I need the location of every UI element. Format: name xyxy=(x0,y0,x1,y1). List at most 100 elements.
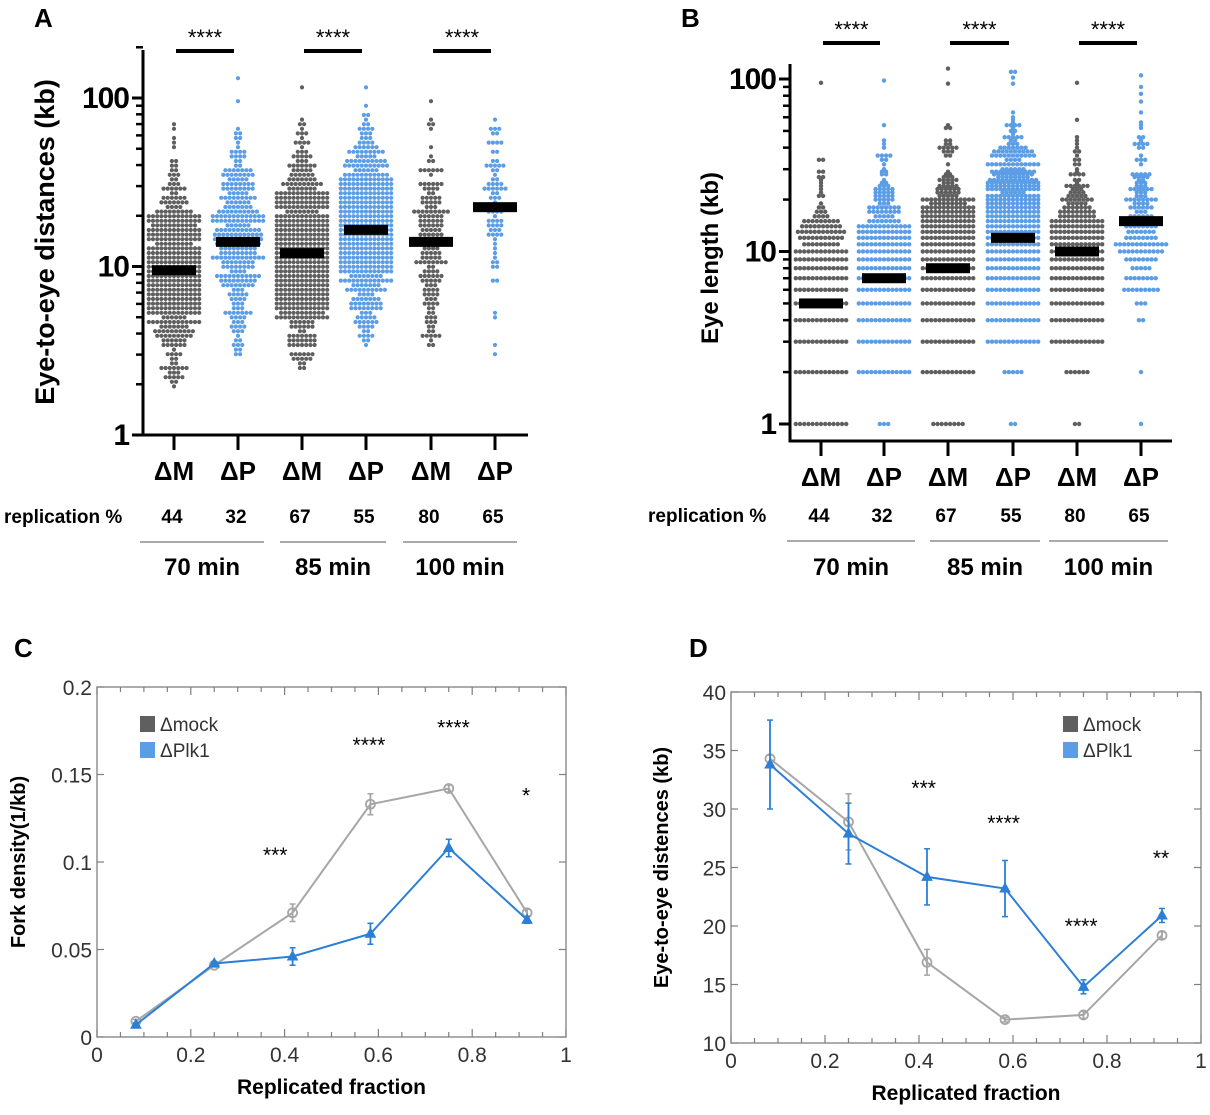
data-point xyxy=(966,287,972,292)
data-point xyxy=(242,149,247,154)
data-point xyxy=(1143,249,1148,254)
data-point xyxy=(370,168,375,173)
data-point xyxy=(1066,229,1071,235)
data-point xyxy=(227,310,232,315)
data-point xyxy=(176,296,181,302)
data-point xyxy=(810,287,815,292)
data-point xyxy=(954,317,959,323)
data-point xyxy=(937,205,942,210)
data-point xyxy=(146,287,151,292)
data-point xyxy=(1031,153,1037,158)
data-point xyxy=(174,356,179,361)
data-point xyxy=(235,333,241,338)
data-point xyxy=(349,158,354,164)
data-point xyxy=(188,319,193,325)
data-point xyxy=(814,317,819,323)
data-point xyxy=(235,177,241,182)
data-point xyxy=(937,177,942,183)
data-point xyxy=(937,369,942,375)
data-point xyxy=(1062,205,1067,210)
data-point xyxy=(823,369,828,375)
data-point xyxy=(989,249,995,254)
data-point xyxy=(1015,249,1020,254)
data-point xyxy=(985,287,990,292)
data-point xyxy=(287,342,292,348)
data-point xyxy=(299,186,305,191)
data-point xyxy=(810,218,815,224)
data-point xyxy=(304,342,309,348)
data-point xyxy=(1006,257,1011,262)
data-point xyxy=(947,421,953,427)
data-point xyxy=(490,168,495,173)
data-point xyxy=(439,273,444,279)
data-point xyxy=(197,250,202,256)
data-point xyxy=(1027,209,1033,214)
data-point xyxy=(1049,287,1055,292)
data-point xyxy=(223,195,228,200)
data-point xyxy=(250,260,255,265)
data-point xyxy=(497,227,502,233)
data-point xyxy=(952,421,957,427)
data-point xyxy=(248,278,253,283)
data-point xyxy=(278,214,284,219)
data-point xyxy=(357,273,362,279)
data-point xyxy=(308,283,313,288)
data-point xyxy=(359,264,364,269)
data-point xyxy=(958,235,963,241)
data-point xyxy=(989,218,995,224)
data-point xyxy=(349,301,354,306)
category-label: ΔP xyxy=(1123,462,1159,492)
data-point xyxy=(274,232,279,237)
replication-value: 65 xyxy=(482,507,504,528)
data-point xyxy=(1049,317,1055,323)
data-point xyxy=(424,296,429,302)
significance-stars: **** xyxy=(188,25,223,50)
data-point xyxy=(325,227,330,233)
data-point xyxy=(954,301,959,306)
data-point xyxy=(338,264,343,269)
data-point xyxy=(998,249,1003,254)
data-point xyxy=(856,224,861,229)
data-point xyxy=(945,81,951,86)
data-point xyxy=(359,283,364,288)
data-point xyxy=(240,191,245,196)
data-point xyxy=(945,169,951,174)
data-point xyxy=(426,191,431,196)
data-point xyxy=(316,292,321,297)
data-point xyxy=(338,181,343,187)
data-point xyxy=(1015,214,1020,219)
data-point xyxy=(1138,190,1144,195)
data-point xyxy=(486,218,491,223)
data-point xyxy=(384,260,390,265)
data-point xyxy=(1079,186,1084,192)
data-point xyxy=(823,209,828,214)
data-point xyxy=(1004,157,1009,163)
y-tick-label: 10 xyxy=(745,236,777,269)
data-point xyxy=(437,227,442,233)
data-point xyxy=(278,200,284,205)
data-point xyxy=(495,158,500,164)
data-point xyxy=(1012,166,1018,172)
data-point xyxy=(954,183,959,189)
data-point xyxy=(920,229,925,235)
data-point xyxy=(167,333,172,338)
data-point xyxy=(881,190,887,195)
data-point xyxy=(389,255,394,260)
data-point xyxy=(1138,138,1144,143)
data-point xyxy=(176,241,181,246)
data-point xyxy=(424,195,429,200)
data-point xyxy=(299,273,305,279)
data-point xyxy=(823,218,828,224)
data-point xyxy=(877,197,882,202)
data-point xyxy=(221,186,226,191)
legend-label-plk1: ΔPlk1 xyxy=(160,741,210,762)
data-point xyxy=(233,223,238,228)
data-point xyxy=(372,214,377,219)
data-point xyxy=(1134,157,1140,163)
data-point xyxy=(1036,229,1041,235)
data-point xyxy=(1089,197,1094,202)
data-point xyxy=(420,250,425,256)
data-point xyxy=(998,197,1003,202)
data-point xyxy=(929,339,934,344)
data-point xyxy=(302,329,307,334)
